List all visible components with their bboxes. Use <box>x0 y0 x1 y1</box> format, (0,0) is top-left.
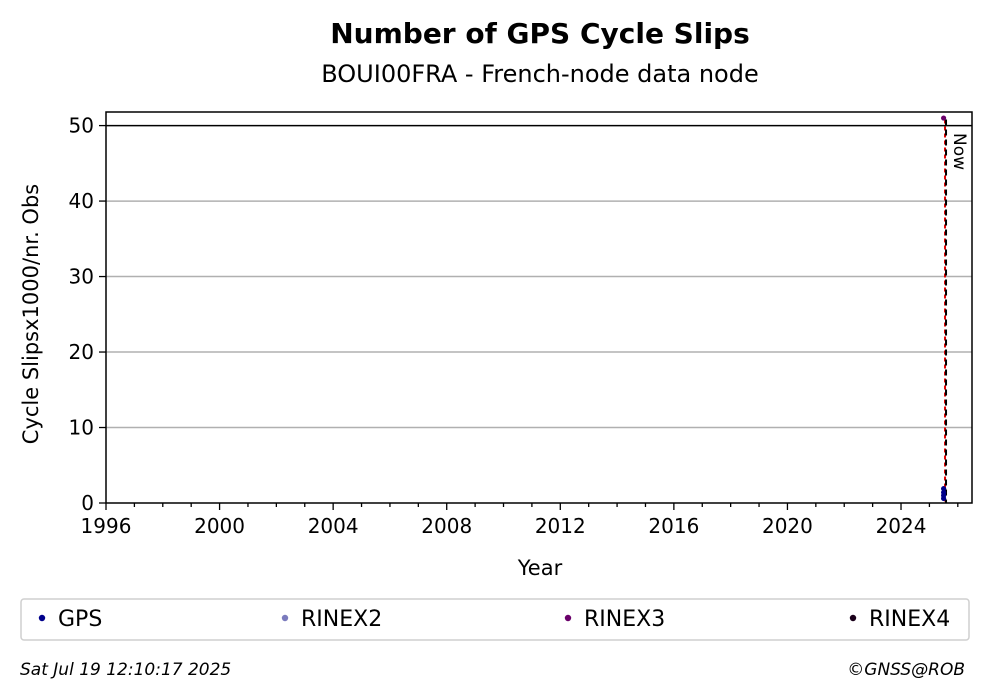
legend-marker-rinex4 <box>849 614 857 622</box>
legend: GPS RINEX2 RINEX3 RINEX4 <box>38 607 950 632</box>
chart-subtitle: BOUI00FRA - French-node data node <box>321 60 759 88</box>
legend-label-rinex2: RINEX2 <box>301 607 382 632</box>
legend-label-rinex3: RINEX3 <box>584 607 665 632</box>
x-tick-label-2020: 2020 <box>762 514 813 538</box>
legend-box <box>20 598 970 641</box>
y-tick-label-50: 50 <box>69 114 94 138</box>
x-tick-label-2004: 2004 <box>308 514 359 538</box>
plot-area-frame <box>105 111 973 504</box>
point-rinex3-0 <box>941 115 947 121</box>
x-axis-ticks: 1996 2000 2004 2008 2012 2016 2020 2024 <box>81 503 959 538</box>
point-gps-2 <box>941 489 947 496</box>
x-tick-label-2000: 2000 <box>194 514 245 538</box>
chart-title: Number of GPS Cycle Slips <box>330 17 750 50</box>
x-tick-label-2024: 2024 <box>876 514 927 538</box>
y-axis-label: Cycle Slipsx1000/nr. Obs <box>19 184 43 444</box>
legend-label-gps: GPS <box>58 607 102 632</box>
y-tick-label-20: 20 <box>69 340 94 364</box>
legend-marker-gps <box>38 614 46 622</box>
point-gps-3 <box>941 486 947 492</box>
data-points <box>941 115 947 502</box>
footer-credit: ©GNSS@ROB <box>847 660 965 680</box>
legend-marker-rinex3 <box>564 614 572 622</box>
legend-marker-rinex2 <box>281 614 289 622</box>
y-axis-ticks: 0 10 20 30 40 50 <box>69 114 106 515</box>
y-tick-label-0: 0 <box>81 491 94 515</box>
y-tick-label-40: 40 <box>69 189 94 213</box>
now-marker: Now <box>944 119 969 503</box>
x-tick-label-2012: 2012 <box>535 514 586 538</box>
legend-label-rinex4: RINEX4 <box>869 607 950 632</box>
x-axis-label: Year <box>517 556 563 580</box>
x-tick-label-1996: 1996 <box>81 514 132 538</box>
x-tick-label-2016: 2016 <box>648 514 699 538</box>
now-label: Now <box>949 133 969 170</box>
y-tick-label-10: 10 <box>69 416 94 440</box>
x-tick-label-2008: 2008 <box>421 514 472 538</box>
gridlines <box>106 200 972 429</box>
y-tick-label-30: 30 <box>69 265 94 289</box>
footer-timestamp: Sat Jul 19 12:10:17 2025 <box>20 660 231 680</box>
